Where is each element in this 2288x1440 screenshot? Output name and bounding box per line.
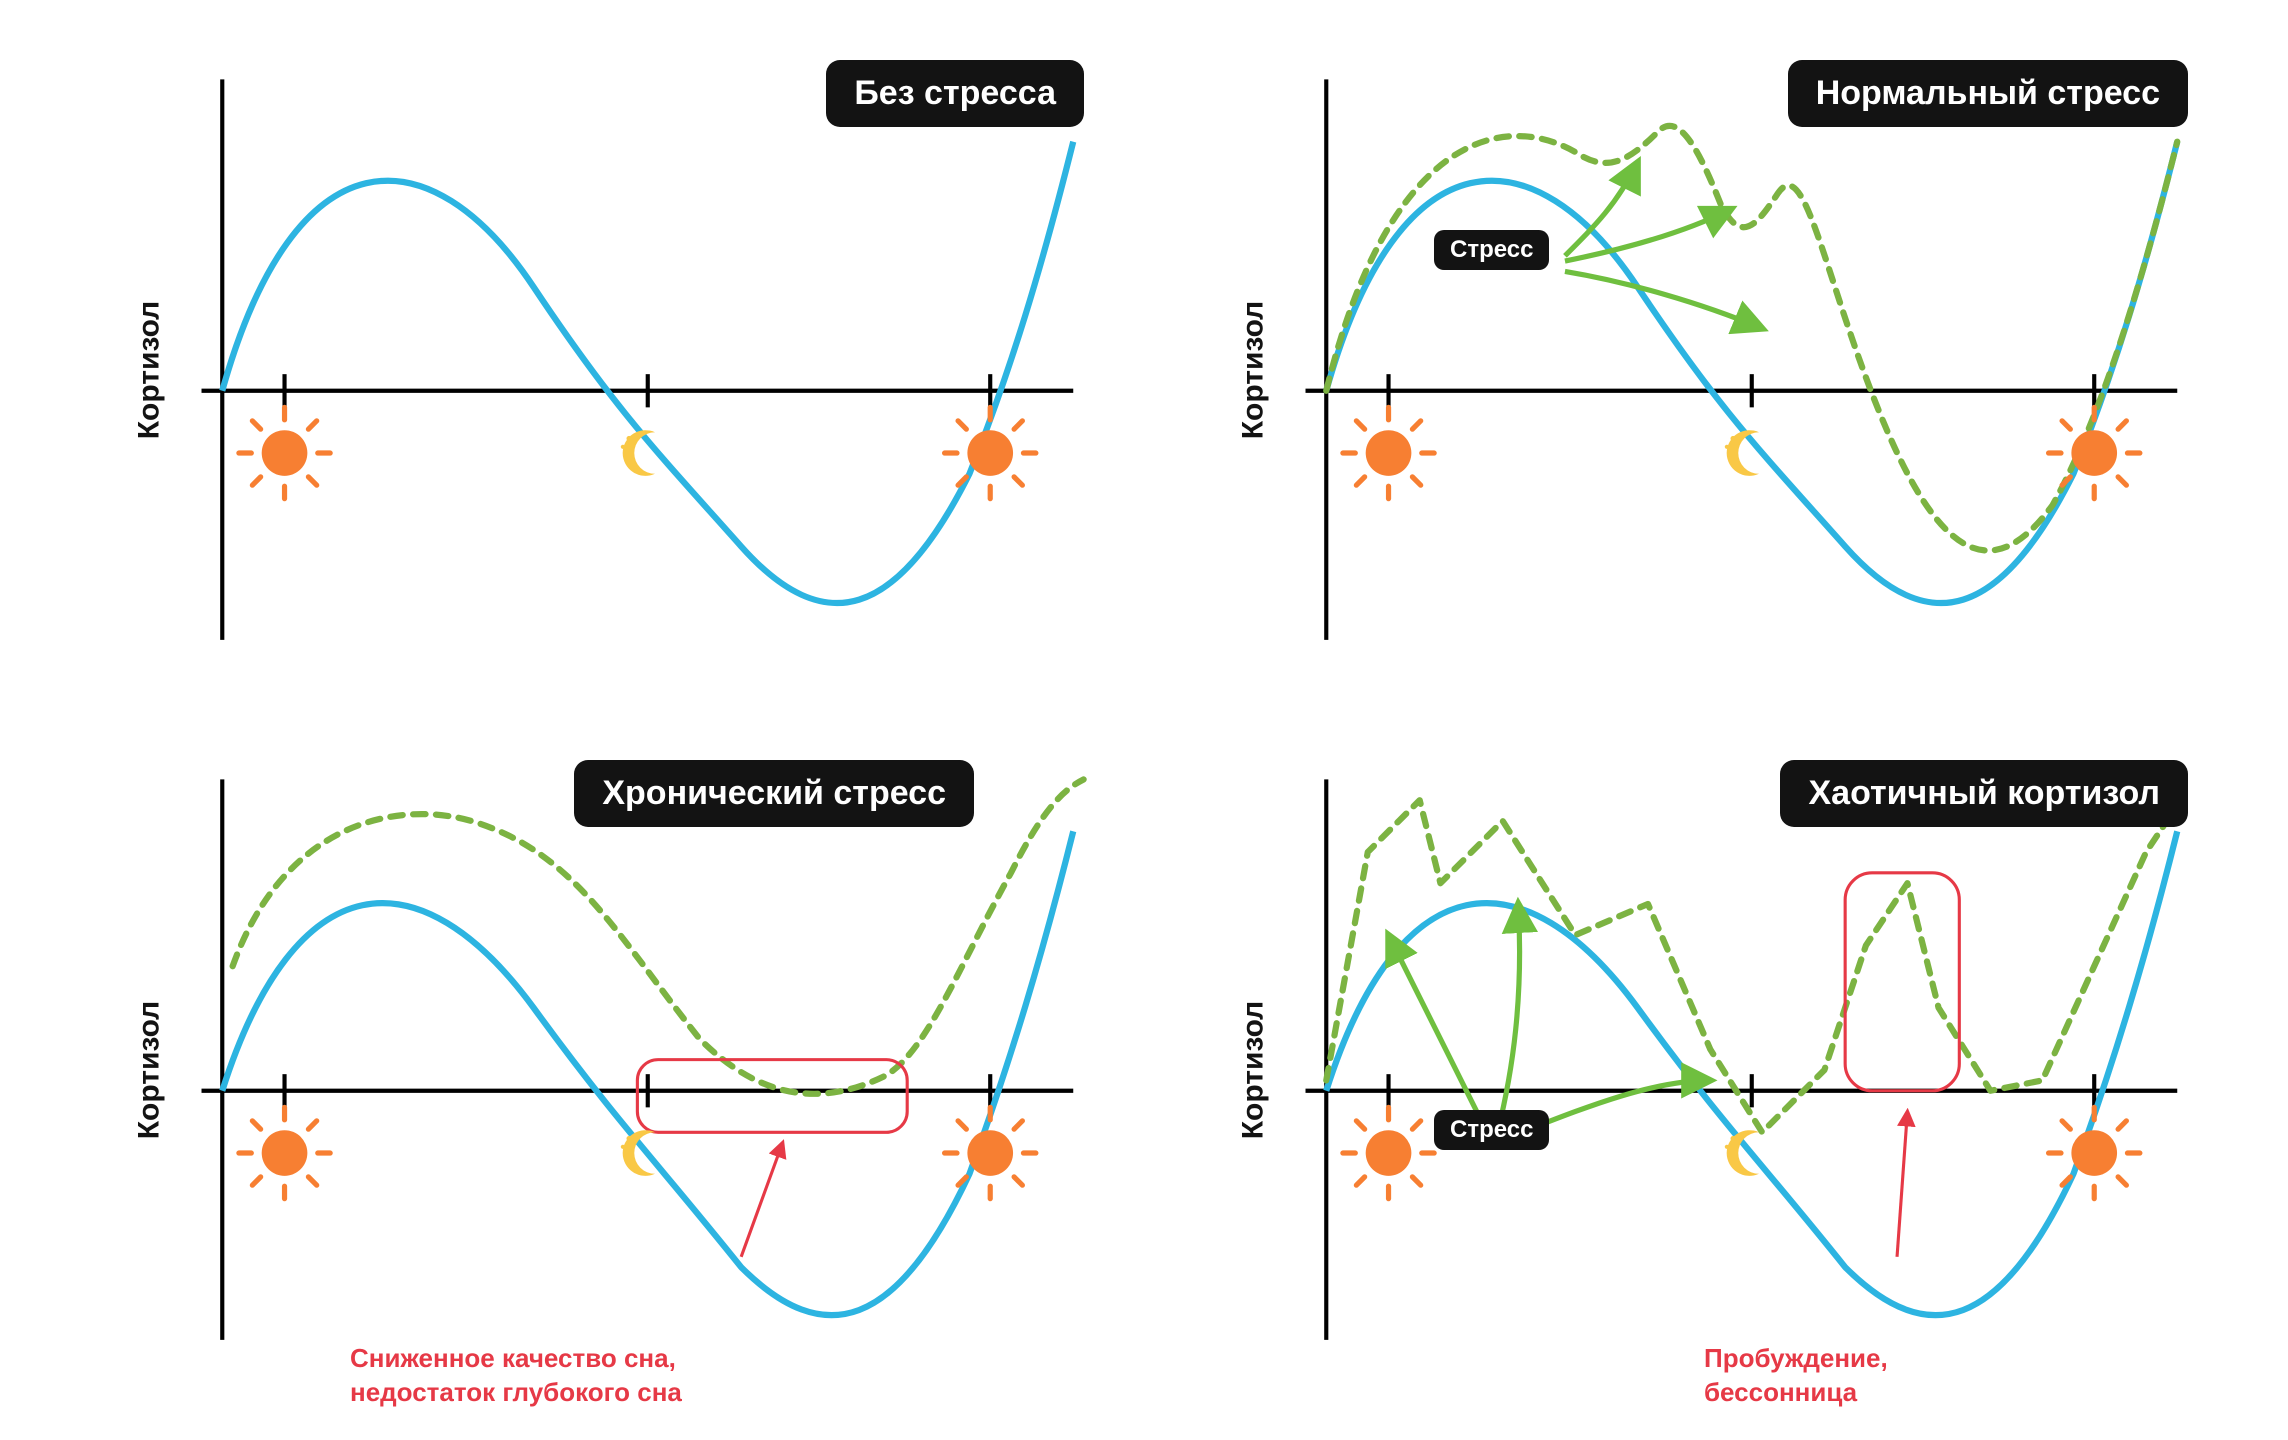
sun-icon	[2049, 1107, 2140, 1198]
plot-svg	[1264, 50, 2198, 690]
panel-chaotic-cortisol: Кортизол Хаотичный кортизол Стресс Пробу…	[1184, 740, 2208, 1400]
panel-title: Без стресса	[826, 60, 1084, 127]
annotation-text: Сниженное качество сна, недостаток глубо…	[350, 1342, 682, 1410]
panel-normal-stress: Кортизол Нормальный стресс Стресс	[1184, 40, 2208, 700]
highlight-box	[1845, 873, 1959, 1091]
baseline-curve	[1326, 831, 2177, 1315]
chart-grid: Кортизол Без стресса	[80, 40, 2208, 1400]
stress-arrow	[1565, 209, 1731, 261]
panel-chronic-stress: Кортизол Хронический стресс Сниженное ка…	[80, 740, 1104, 1400]
annotation-text: Пробуждение, бессонница	[1704, 1342, 1888, 1410]
stress-badge: Стресс	[1434, 230, 1549, 270]
sun-icon	[239, 1107, 330, 1198]
plot-svg	[160, 50, 1094, 690]
panel-no-stress: Кортизол Без стресса	[80, 40, 1104, 700]
moon-icon	[1725, 430, 1759, 476]
baseline-curve	[1326, 142, 2177, 603]
moon-icon	[621, 430, 655, 476]
stress-badge: Стресс	[1434, 1110, 1549, 1150]
sun-icon	[1343, 1107, 1434, 1198]
plot-svg	[1264, 750, 2198, 1390]
sun-icon	[1343, 407, 1434, 498]
plot-svg	[160, 750, 1094, 1390]
sun-icon	[945, 1107, 1036, 1198]
stress-arrow	[1498, 904, 1520, 1132]
sun-icon	[239, 407, 330, 498]
panel-title: Хронический стресс	[574, 760, 974, 827]
annotation-arrow	[1897, 1112, 1907, 1257]
sun-icon	[945, 407, 1036, 498]
sun-icon	[2049, 407, 2140, 498]
baseline-curve	[222, 142, 1073, 603]
stress-curve	[1326, 790, 2187, 1132]
baseline-curve	[222, 831, 1073, 1315]
panel-title: Хаотичный кортизол	[1780, 760, 2188, 827]
stress-arrow	[1389, 935, 1488, 1132]
highlight-box	[637, 1060, 907, 1133]
annotation-arrow	[741, 1143, 783, 1257]
panel-title: Нормальный стресс	[1788, 60, 2188, 127]
